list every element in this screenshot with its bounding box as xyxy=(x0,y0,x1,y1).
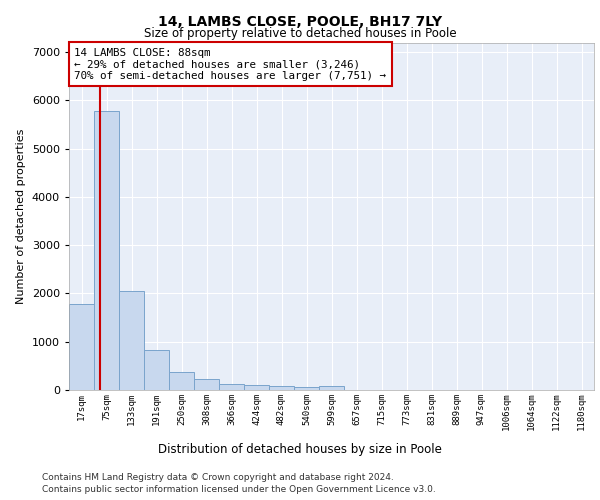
Y-axis label: Number of detached properties: Number of detached properties xyxy=(16,128,26,304)
Bar xyxy=(294,387,319,390)
Text: Contains public sector information licensed under the Open Government Licence v3: Contains public sector information licen… xyxy=(42,485,436,494)
Text: Distribution of detached houses by size in Poole: Distribution of detached houses by size … xyxy=(158,442,442,456)
Bar xyxy=(244,384,269,390)
Bar xyxy=(144,350,169,390)
Bar xyxy=(169,372,194,390)
Text: 14, LAMBS CLOSE, POOLE, BH17 7LY: 14, LAMBS CLOSE, POOLE, BH17 7LY xyxy=(158,15,442,29)
Bar xyxy=(269,386,294,390)
Bar xyxy=(319,386,344,390)
Bar xyxy=(69,304,94,390)
Text: Size of property relative to detached houses in Poole: Size of property relative to detached ho… xyxy=(143,28,457,40)
Text: Contains HM Land Registry data © Crown copyright and database right 2024.: Contains HM Land Registry data © Crown c… xyxy=(42,472,394,482)
Bar xyxy=(194,380,219,390)
Bar xyxy=(219,384,244,390)
Text: 14 LAMBS CLOSE: 88sqm
← 29% of detached houses are smaller (3,246)
70% of semi-d: 14 LAMBS CLOSE: 88sqm ← 29% of detached … xyxy=(74,48,386,81)
Bar xyxy=(119,290,144,390)
Bar xyxy=(94,111,119,390)
